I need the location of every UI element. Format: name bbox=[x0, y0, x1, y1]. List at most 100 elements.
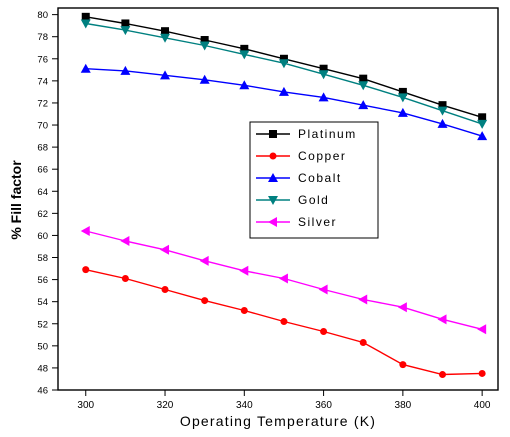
y-tick-label: 74 bbox=[37, 76, 48, 87]
series-layer bbox=[80, 12, 488, 379]
data-point bbox=[439, 371, 447, 379]
data-point bbox=[398, 87, 407, 96]
data-point bbox=[120, 65, 131, 75]
y-tick-label: 78 bbox=[37, 32, 48, 43]
data-point bbox=[397, 107, 408, 117]
y-tick-label: 60 bbox=[37, 231, 48, 242]
data-point bbox=[358, 81, 369, 91]
y-tick-label: 54 bbox=[37, 297, 48, 308]
data-point bbox=[399, 361, 407, 369]
data-point bbox=[438, 101, 447, 110]
data-point bbox=[268, 217, 277, 227]
y-tick-label: 70 bbox=[37, 121, 48, 132]
data-point bbox=[478, 113, 487, 122]
series-silver bbox=[80, 226, 487, 335]
legend-label: Silver bbox=[298, 215, 337, 229]
series-copper bbox=[82, 266, 486, 379]
data-point bbox=[319, 64, 328, 73]
y-tick-label: 62 bbox=[37, 209, 48, 220]
data-point bbox=[161, 286, 169, 294]
y-tick-label: 50 bbox=[37, 341, 48, 352]
data-point bbox=[239, 50, 250, 60]
plot-frame bbox=[57, 7, 499, 391]
data-point bbox=[199, 41, 210, 51]
y-axis: 46 48 50 52 54 56 58 60 62 64 66 68 70 72 74 76 78 80 bbox=[37, 10, 58, 397]
data-point bbox=[359, 74, 368, 83]
x-axis: 300 320 340 360 380 400 bbox=[77, 390, 491, 411]
data-point bbox=[199, 74, 210, 84]
data-point bbox=[280, 318, 288, 326]
data-point bbox=[269, 152, 277, 160]
data-point bbox=[268, 173, 278, 182]
y-tick-label: 64 bbox=[37, 187, 48, 198]
data-point bbox=[160, 244, 170, 255]
y-tick-label: 56 bbox=[37, 275, 48, 286]
data-point bbox=[478, 369, 486, 377]
legend-label: Gold bbox=[298, 193, 329, 207]
y-tick-label: 76 bbox=[37, 54, 48, 65]
data-point bbox=[200, 36, 209, 45]
x-tick-label: 340 bbox=[236, 400, 253, 411]
series-platinum bbox=[81, 12, 487, 122]
data-point bbox=[240, 307, 248, 315]
data-point bbox=[201, 297, 209, 305]
data-point bbox=[477, 119, 488, 129]
data-point bbox=[121, 19, 130, 28]
data-point bbox=[278, 59, 289, 69]
data-point bbox=[82, 266, 90, 274]
data-point bbox=[121, 274, 129, 282]
data-point bbox=[239, 80, 250, 90]
data-point bbox=[278, 86, 289, 96]
data-point bbox=[397, 93, 408, 103]
data-point bbox=[318, 70, 329, 80]
legend: Platinum Copper Cobalt Gold Silver bbox=[249, 121, 379, 239]
data-point bbox=[120, 26, 131, 36]
y-tick-label: 46 bbox=[37, 386, 48, 397]
data-point bbox=[80, 226, 90, 237]
x-tick-label: 360 bbox=[315, 400, 332, 411]
data-point bbox=[358, 294, 368, 305]
y-tick-label: 52 bbox=[37, 319, 48, 330]
data-point bbox=[278, 273, 288, 284]
y-axis-label: % Fill factor bbox=[8, 160, 24, 240]
data-point bbox=[358, 100, 369, 110]
data-point bbox=[80, 63, 91, 73]
y-tick-label: 66 bbox=[37, 165, 48, 176]
data-point bbox=[81, 12, 90, 21]
data-point bbox=[279, 54, 288, 63]
data-point bbox=[437, 118, 448, 128]
y-tick-label: 48 bbox=[37, 363, 48, 374]
legend-label: Cobalt bbox=[298, 171, 342, 185]
data-point bbox=[318, 92, 329, 102]
data-point bbox=[477, 324, 487, 335]
data-point bbox=[160, 33, 171, 43]
x-tick-label: 380 bbox=[395, 400, 412, 411]
x-axis-label: Operating Temperature (K) bbox=[180, 413, 376, 429]
data-point bbox=[80, 19, 91, 29]
data-point bbox=[477, 131, 488, 141]
series-gold bbox=[80, 19, 488, 129]
data-point bbox=[269, 130, 277, 138]
legend-label: Copper bbox=[298, 149, 346, 163]
y-tick-label: 80 bbox=[37, 10, 48, 21]
data-point bbox=[239, 265, 249, 276]
data-point bbox=[268, 196, 278, 205]
data-point bbox=[437, 314, 447, 325]
data-point bbox=[160, 70, 171, 80]
data-point bbox=[359, 339, 367, 347]
data-point bbox=[318, 284, 328, 295]
y-tick-label: 72 bbox=[37, 98, 48, 109]
series-cobalt bbox=[80, 63, 488, 141]
legend-label: Platinum bbox=[298, 127, 357, 141]
x-tick-label: 400 bbox=[474, 400, 491, 411]
x-tick-label: 320 bbox=[157, 400, 174, 411]
data-point bbox=[437, 106, 448, 116]
x-tick-label: 300 bbox=[77, 400, 94, 411]
y-tick-label: 68 bbox=[37, 143, 48, 154]
data-point bbox=[120, 235, 130, 246]
data-point bbox=[397, 302, 407, 313]
data-point bbox=[240, 44, 249, 53]
y-tick-label: 58 bbox=[37, 253, 48, 264]
